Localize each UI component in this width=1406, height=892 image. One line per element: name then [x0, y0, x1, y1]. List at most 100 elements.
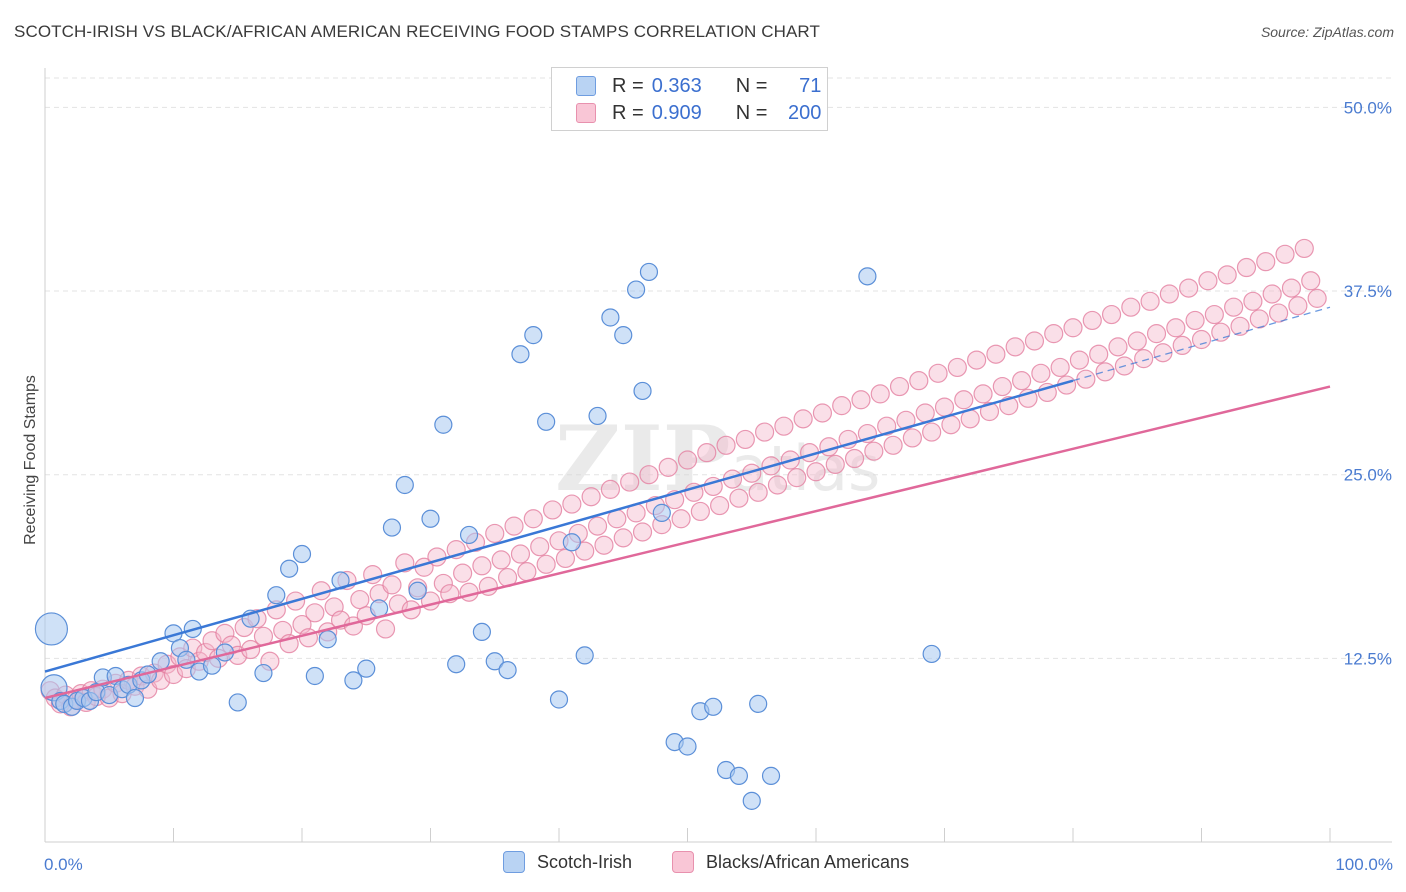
pink-point [729, 488, 749, 508]
pink-point [909, 371, 929, 391]
blue-point [408, 581, 427, 600]
pink-point [832, 396, 852, 416]
pink-point [774, 416, 794, 436]
y-tick-label: 12.5% [1344, 649, 1392, 668]
blue-point [280, 559, 299, 578]
pink-point [1243, 291, 1263, 311]
pink-point [1011, 371, 1032, 391]
legend-n-value-2: 200 [788, 101, 822, 124]
legend-r-label: R = [612, 74, 644, 97]
pink-point [735, 429, 755, 450]
pink-point [350, 589, 370, 610]
pink-point [986, 344, 1006, 364]
pink-point [767, 475, 788, 495]
legend-swatch-pink [672, 851, 694, 873]
pink-point [555, 548, 576, 569]
pink-point [485, 523, 505, 544]
pink-point [710, 495, 730, 516]
pink-point [812, 403, 833, 423]
pink-point [1236, 257, 1257, 278]
pink-point [542, 500, 563, 520]
gridlines [45, 77, 1392, 659]
pink-point [1044, 324, 1064, 344]
pink-point [677, 450, 698, 470]
blue-point [421, 509, 440, 528]
legend-r-label: R = [612, 101, 644, 124]
legend-item-scotch-irish[interactable]: Scotch-Irish [503, 851, 632, 873]
blue-point [472, 622, 491, 642]
x-tick-label-min: 0.0% [44, 855, 83, 874]
pink-point [806, 462, 826, 482]
pink-point [1134, 349, 1154, 369]
pink-point [883, 435, 903, 455]
pink-point [889, 376, 910, 397]
blue-point [511, 345, 530, 364]
pink-point [864, 441, 884, 461]
pink-point [941, 415, 961, 435]
legend-r-value-1: 0.363 [651, 74, 702, 97]
pink-point [1256, 252, 1276, 272]
pink-point [748, 482, 768, 502]
pink-point [600, 479, 621, 499]
pink-point [1127, 331, 1147, 351]
legend-item-blacks[interactable]: Blacks/African Americans [672, 851, 909, 873]
pink-point [902, 428, 922, 448]
legend-n-label: N = [735, 101, 768, 124]
chart-title: SCOTCH-IRISH VS BLACK/AFRICAN AMERICAN R… [14, 22, 820, 41]
pink-point [928, 363, 948, 383]
pink-point [504, 516, 524, 536]
x-tick-label-max: 100.0% [1335, 855, 1393, 874]
blue-point [601, 308, 620, 327]
blue-point [228, 693, 247, 712]
legend-r-value-2: 0.909 [651, 101, 702, 124]
pink-point [1063, 318, 1083, 338]
blue-point [459, 525, 479, 545]
legend-n-label: N = [735, 74, 768, 97]
pink-point [1140, 291, 1160, 311]
pink-point [1031, 363, 1051, 383]
blue-point [922, 644, 941, 664]
y-tick-label: 50.0% [1344, 98, 1392, 117]
blue-point [549, 690, 569, 709]
pink-point [1224, 297, 1244, 317]
pink-point [1166, 318, 1186, 338]
pink-point [870, 384, 890, 404]
pink-point [530, 537, 550, 557]
pink-point [1301, 271, 1321, 291]
pink-point [472, 556, 492, 576]
pink-point [1024, 331, 1045, 351]
blue-point [125, 688, 145, 708]
pink-point [1121, 297, 1141, 317]
legend-n-value-1: 71 [799, 74, 822, 97]
blue-point [575, 646, 594, 665]
blue-point [395, 475, 414, 495]
blue-point [485, 652, 504, 671]
pink-point [1262, 284, 1282, 304]
trend-lines [44, 306, 1331, 700]
legend-label-blacks: Blacks/African Americans [706, 851, 910, 872]
pink-point [1069, 350, 1090, 370]
pink-point [594, 535, 614, 555]
pink-point [992, 376, 1012, 397]
pink-point [575, 541, 595, 561]
source-label: Source: ZipAtlas.com [1260, 24, 1394, 40]
pink-point [1294, 238, 1314, 259]
pink-point [973, 384, 993, 404]
blue-point [729, 766, 749, 785]
pink-point [517, 562, 537, 582]
pink-point [639, 465, 659, 485]
pink-point [915, 403, 935, 423]
pink-point [825, 454, 845, 475]
legend-swatch-blue [503, 851, 525, 873]
blue-point [614, 326, 633, 345]
pink-point [536, 554, 556, 574]
blue-point [305, 666, 324, 686]
blue-point [562, 533, 581, 552]
blue-point [254, 663, 273, 683]
pink-point [690, 501, 710, 522]
pink-point [851, 390, 871, 410]
blue-point [498, 660, 517, 680]
series-scotch-irish-points [34, 262, 941, 810]
pink-point [922, 422, 942, 442]
pink-point [510, 544, 531, 564]
